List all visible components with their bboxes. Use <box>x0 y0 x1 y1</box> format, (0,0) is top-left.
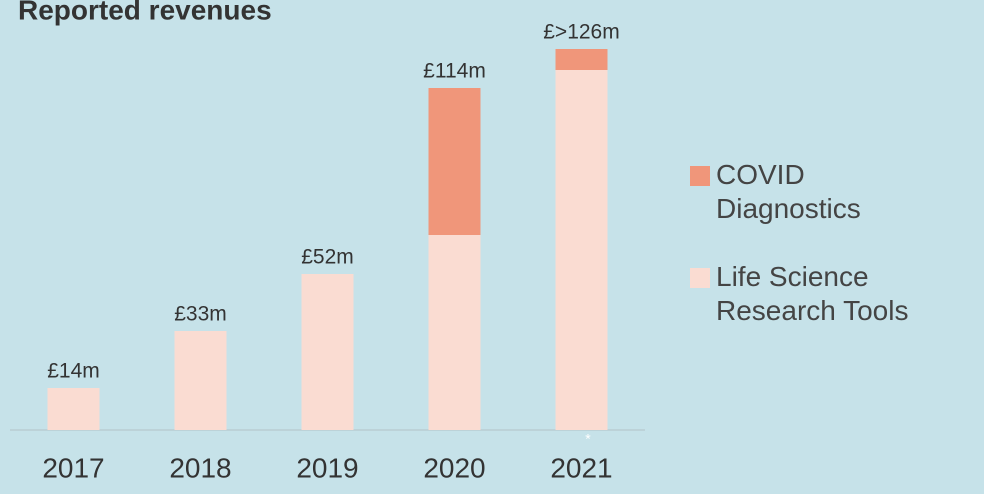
bar-segment <box>428 235 481 430</box>
legend-item: COVID Diagnostics <box>690 158 920 226</box>
bar-segment <box>301 274 354 430</box>
bar-segment <box>555 70 608 430</box>
value-label: £114m <box>423 60 486 83</box>
value-label: £33m <box>174 303 227 326</box>
value-label: £>126m <box>543 21 619 44</box>
legend-label: Life Science Research Tools <box>716 261 909 326</box>
annotation: * <box>585 431 591 447</box>
bar-segment <box>174 331 227 430</box>
x-tick-label: 2021 <box>550 452 612 483</box>
x-tick-label: 2017 <box>42 452 104 483</box>
x-tick-label: 2018 <box>169 452 231 483</box>
bar-segment <box>47 388 100 430</box>
legend-swatch <box>690 166 710 186</box>
x-tick-label: 2020 <box>423 452 485 483</box>
bar-segment <box>555 49 608 70</box>
value-label: £52m <box>301 246 354 269</box>
chart-title: Reported revenues <box>18 0 272 25</box>
bar-segment <box>428 88 481 235</box>
x-tick-label: 2019 <box>296 452 358 483</box>
legend-item: Life Science Research Tools <box>690 260 920 328</box>
legend-swatch <box>690 268 710 288</box>
legend-label: COVID Diagnostics <box>716 159 861 224</box>
value-label: £14m <box>47 360 100 383</box>
